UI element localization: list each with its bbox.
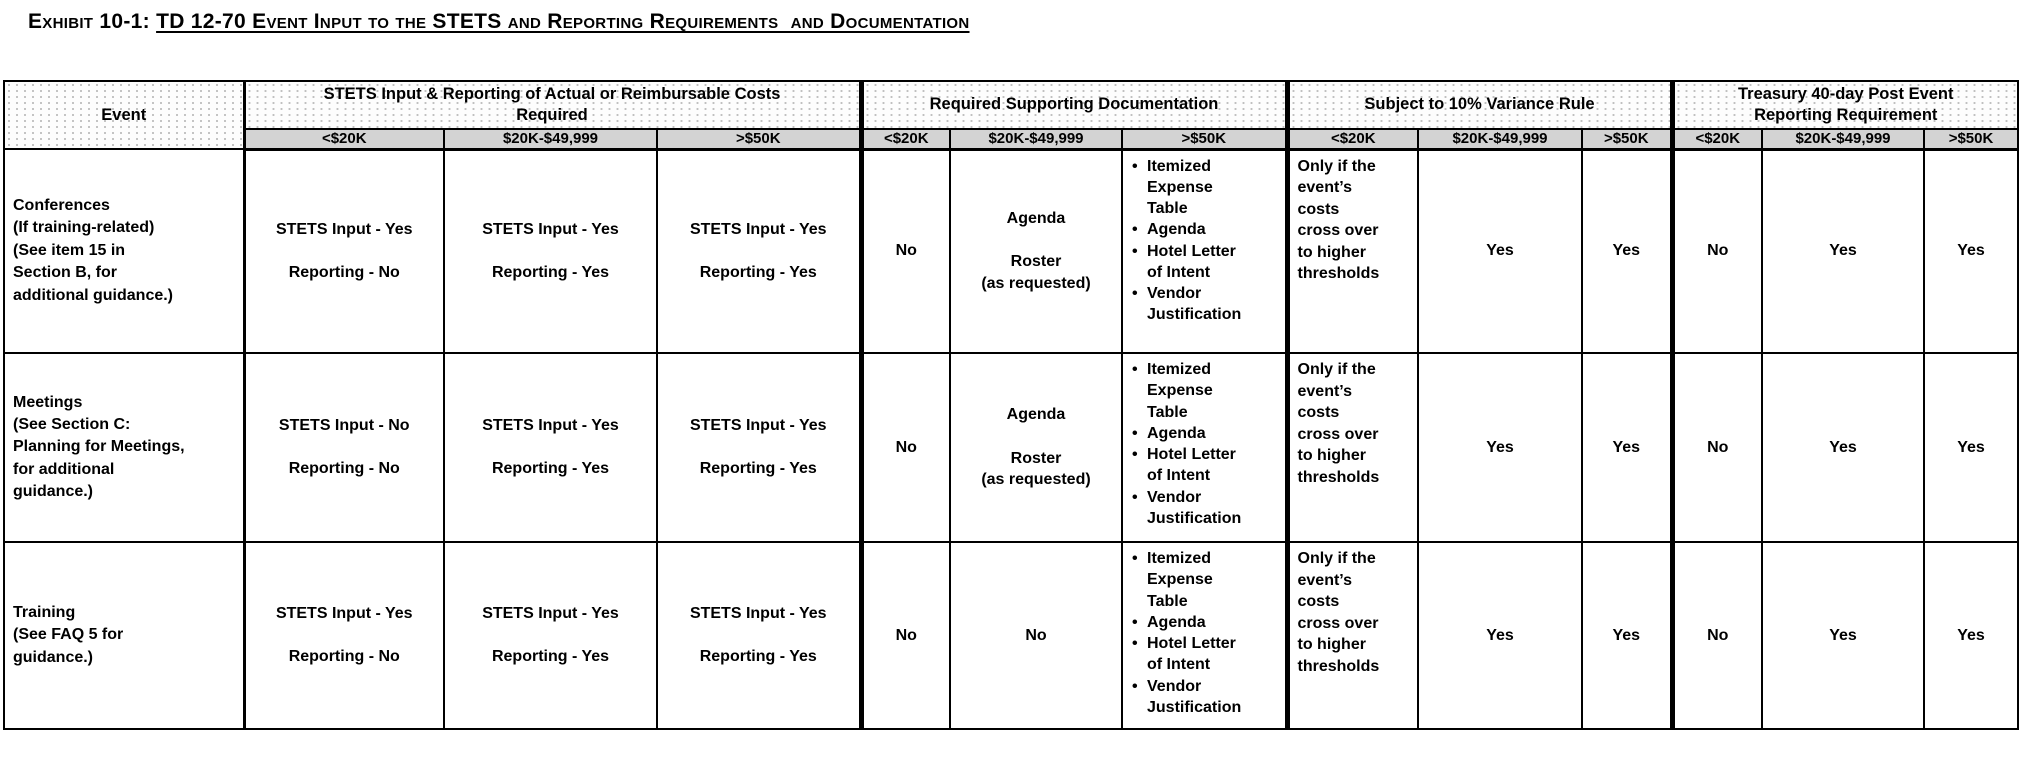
doc-bullet-list: Itemized Expense TableAgendaHotel Letter… bbox=[1129, 156, 1283, 326]
subheader-variance-20k-49k: $20K-$49,999 bbox=[1417, 128, 1583, 151]
bullet-item: Agenda bbox=[1129, 219, 1283, 241]
bullet-item: Itemized Expense Table bbox=[1129, 156, 1283, 220]
exhibit-title-underlined: TD 12-70 Event Input to the STETS and Re… bbox=[156, 10, 970, 33]
cell-training-doc-over50k: Itemized Expense TableAgendaHotel Letter… bbox=[1121, 541, 1288, 730]
bullet-item: Vendor Justification bbox=[1129, 676, 1283, 719]
cell-conferences-variance-20k-49k: Yes bbox=[1417, 148, 1583, 354]
subheader-doc-20k-49k: $20K-$49,999 bbox=[949, 128, 1123, 151]
subheader-variance-over50k: >$50K bbox=[1581, 128, 1673, 151]
bullet-item: Agenda bbox=[1129, 612, 1283, 634]
doc-bullet-list: Itemized Expense TableAgendaHotel Letter… bbox=[1129, 359, 1283, 529]
bullet-item: Vendor Justification bbox=[1129, 487, 1283, 530]
cell-conferences-stets-20k-49k: STETS Input - Yes Reporting - Yes bbox=[443, 148, 658, 354]
cell-conferences-treasury-over50k: Yes bbox=[1923, 148, 2019, 354]
cell-conferences-variance-over50k: Yes bbox=[1581, 148, 1673, 354]
group-header-variance: Subject to 10% Variance Rule bbox=[1284, 80, 1673, 130]
table-row-training: Training (See FAQ 5 for guidance.) STETS… bbox=[3, 541, 2019, 730]
bullet-item: Itemized Expense Table bbox=[1129, 548, 1283, 612]
bullet-item: Vendor Justification bbox=[1129, 283, 1283, 326]
cell-training-variance-over50k: Yes bbox=[1581, 541, 1673, 730]
cell-training-stets-under20k: STETS Input - Yes Reporting - No bbox=[243, 541, 445, 730]
group-header-row: Event STETS Input & Reporting of Actual … bbox=[3, 80, 2019, 150]
cell-training-variance-20k-49k: Yes bbox=[1417, 541, 1583, 730]
table-row-conferences: Conferences (If training-related) (See i… bbox=[3, 148, 2019, 354]
cell-training-variance-under20k: Only if the event’s costs cross over to … bbox=[1284, 541, 1419, 730]
subheader-treasury-over50k: >$50K bbox=[1923, 128, 2019, 151]
sub-header-row: <$20K $20K-$49,999 >$50K <$20K $20K-$49,… bbox=[4, 128, 2019, 151]
cell-conferences-doc-20k-49k: Agenda Roster (as requested) bbox=[949, 148, 1123, 354]
cell-meetings-treasury-over50k: Yes bbox=[1923, 352, 2019, 543]
page-title: Exhibit 10-1: TD 12-70 Event Input to th… bbox=[28, 10, 2025, 34]
subheader-treasury-20k-49k: $20K-$49,999 bbox=[1761, 128, 1925, 151]
cell-conferences-doc-under20k: No bbox=[858, 148, 951, 354]
cell-meetings-variance-under20k: Only if the event’s costs cross over to … bbox=[1284, 352, 1419, 543]
cell-conferences-event: Conferences (If training-related) (See i… bbox=[3, 148, 246, 354]
column-header-event: Event bbox=[3, 80, 246, 150]
cell-conferences-treasury-under20k: No bbox=[1669, 148, 1763, 354]
cell-conferences-doc-over50k: Itemized Expense TableAgendaHotel Letter… bbox=[1121, 148, 1288, 354]
cell-meetings-stets-over50k: STETS Input - Yes Reporting - Yes bbox=[656, 352, 862, 543]
cell-conferences-treasury-20k-49k: Yes bbox=[1761, 148, 1925, 354]
exhibit-label: Exhibit 10-1: bbox=[28, 10, 157, 33]
cell-meetings-variance-20k-49k: Yes bbox=[1417, 352, 1583, 543]
group-header-stets: STETS Input & Reporting of Actual or Rei… bbox=[243, 80, 862, 130]
exhibit-table: Event STETS Input & Reporting of Actual … bbox=[3, 80, 2019, 730]
group-header-documentation: Required Supporting Documentation bbox=[858, 80, 1288, 130]
cell-meetings-treasury-20k-49k: Yes bbox=[1761, 352, 1925, 543]
subheader-stets-over50k: >$50K bbox=[656, 128, 862, 151]
cell-training-event: Training (See FAQ 5 for guidance.) bbox=[3, 541, 246, 730]
cell-conferences-stets-over50k: STETS Input - Yes Reporting - Yes bbox=[656, 148, 862, 354]
cell-meetings-doc-over50k: Itemized Expense TableAgendaHotel Letter… bbox=[1121, 352, 1288, 543]
bullet-item: Hotel Letter of Intent bbox=[1129, 633, 1283, 676]
cell-training-treasury-over50k: Yes bbox=[1923, 541, 2019, 730]
subheader-doc-under20k: <$20K bbox=[858, 128, 951, 151]
table-row-meetings: Meetings (See Section C: Planning for Me… bbox=[3, 352, 2019, 543]
subheader-stets-under20k: <$20K bbox=[243, 128, 445, 151]
bullet-item: Hotel Letter of Intent bbox=[1129, 241, 1283, 284]
cell-training-treasury-20k-49k: Yes bbox=[1761, 541, 1925, 730]
cell-training-stets-over50k: STETS Input - Yes Reporting - Yes bbox=[656, 541, 862, 730]
cell-training-treasury-under20k: No bbox=[1669, 541, 1763, 730]
cell-meetings-stets-under20k: STETS Input - No Reporting - No bbox=[243, 352, 445, 543]
cell-training-doc-under20k: No bbox=[858, 541, 951, 730]
cell-meetings-treasury-under20k: No bbox=[1669, 352, 1763, 543]
cell-meetings-variance-over50k: Yes bbox=[1581, 352, 1673, 543]
cell-training-stets-20k-49k: STETS Input - Yes Reporting - Yes bbox=[443, 541, 658, 730]
subheader-variance-under20k: <$20K bbox=[1284, 128, 1419, 151]
bullet-item: Agenda bbox=[1129, 423, 1283, 445]
doc-bullet-list: Itemized Expense TableAgendaHotel Letter… bbox=[1129, 548, 1283, 718]
bullet-item: Hotel Letter of Intent bbox=[1129, 444, 1283, 487]
cell-training-doc-20k-49k: No bbox=[949, 541, 1123, 730]
cell-meetings-doc-20k-49k: Agenda Roster (as requested) bbox=[949, 352, 1123, 543]
cell-meetings-stets-20k-49k: STETS Input - Yes Reporting - Yes bbox=[443, 352, 658, 543]
subheader-doc-over50k: >$50K bbox=[1121, 128, 1288, 151]
group-header-treasury: Treasury 40-day Post Event Reporting Req… bbox=[1669, 80, 2019, 130]
subheader-treasury-under20k: <$20K bbox=[1669, 128, 1763, 151]
cell-conferences-variance-under20k: Only if the event’s costs cross over to … bbox=[1284, 148, 1419, 354]
bullet-item: Itemized Expense Table bbox=[1129, 359, 1283, 423]
cell-meetings-doc-under20k: No bbox=[858, 352, 951, 543]
cell-conferences-stets-under20k: STETS Input - Yes Reporting - No bbox=[243, 148, 445, 354]
subheader-stets-20k-49k: $20K-$49,999 bbox=[443, 128, 658, 151]
cell-meetings-event: Meetings (See Section C: Planning for Me… bbox=[3, 352, 246, 543]
